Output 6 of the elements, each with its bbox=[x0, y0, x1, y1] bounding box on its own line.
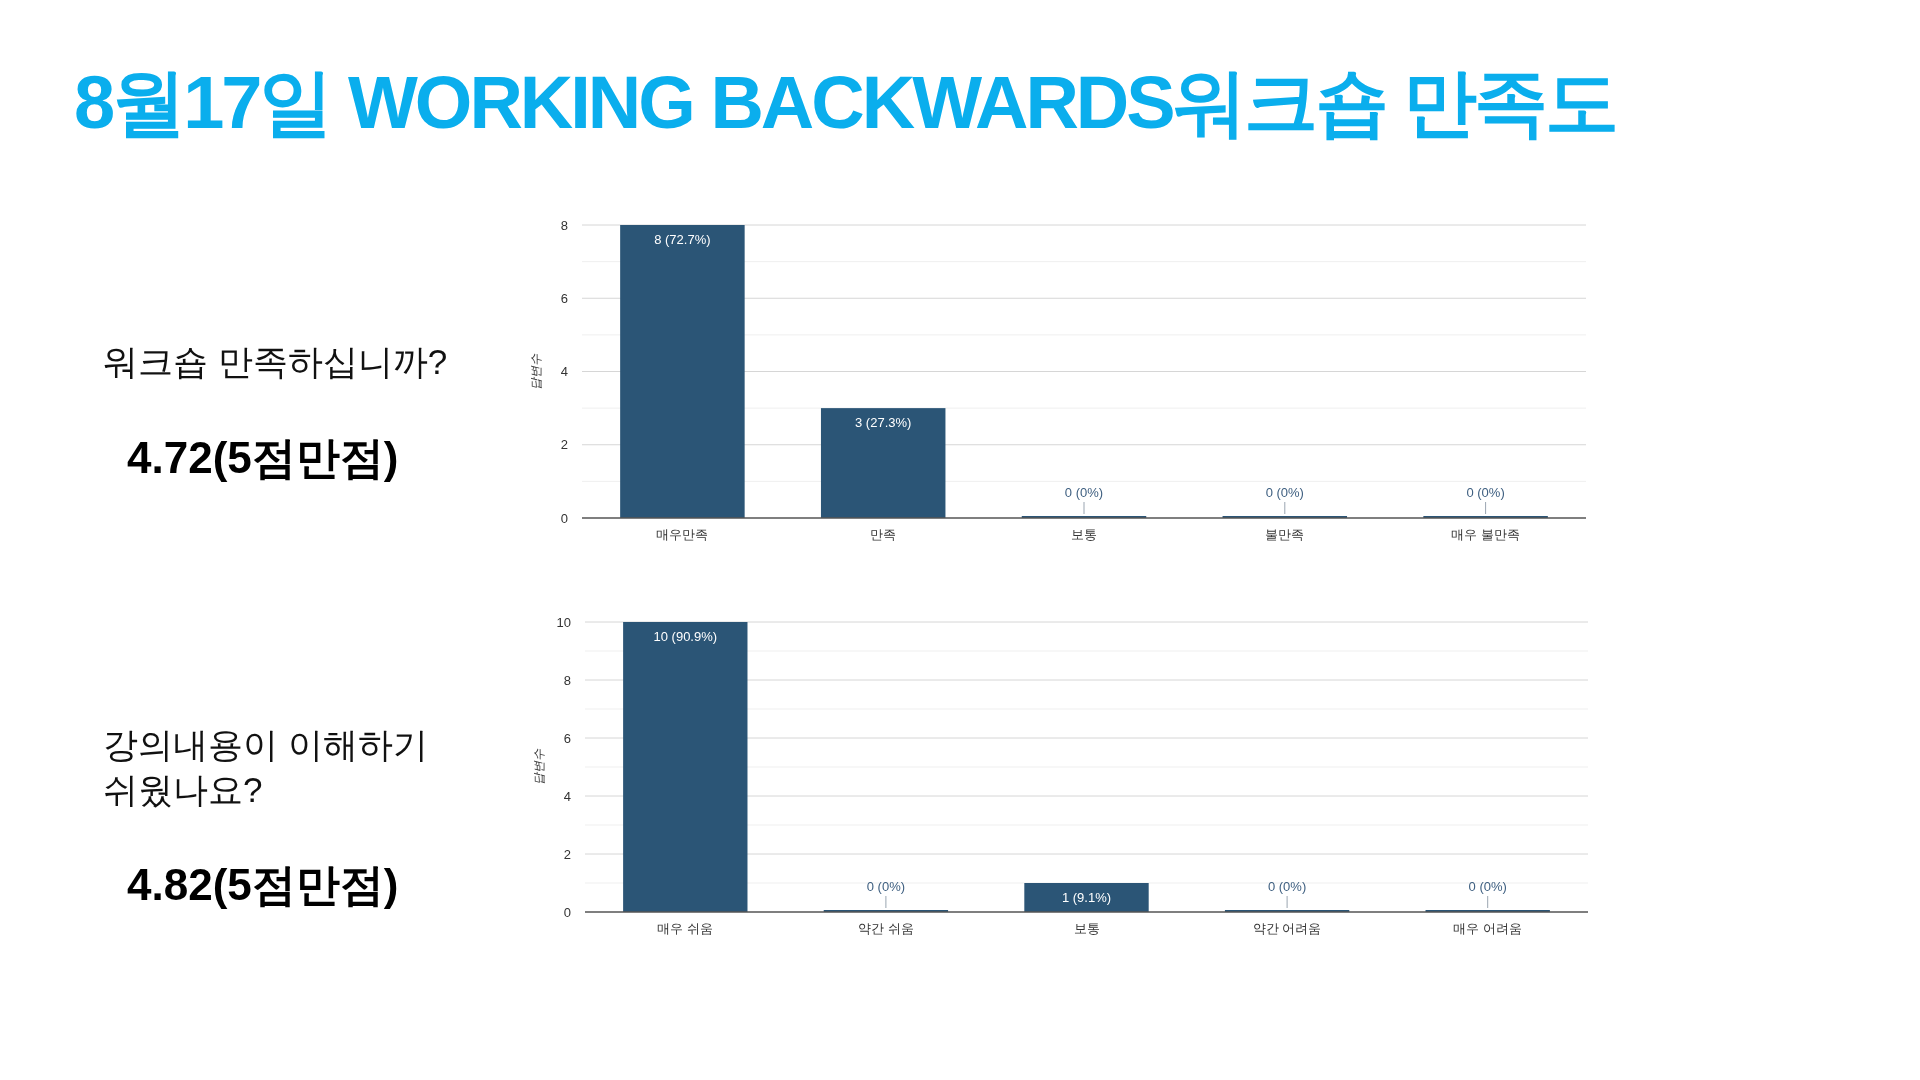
annotation: 4.72(5점만점) bbox=[127, 433, 399, 482]
annotation: 4.82(5점만점) bbox=[127, 860, 399, 909]
subtitle: 워크숍 만족하십니까? bbox=[103, 342, 448, 381]
subtitle: 쉬웠나요? bbox=[103, 770, 263, 809]
subtitle: 강의내용이 이해하기 bbox=[103, 725, 428, 764]
title: 8월17일 WORKING BACKWARDS워크숍 만족도 bbox=[74, 61, 1617, 144]
